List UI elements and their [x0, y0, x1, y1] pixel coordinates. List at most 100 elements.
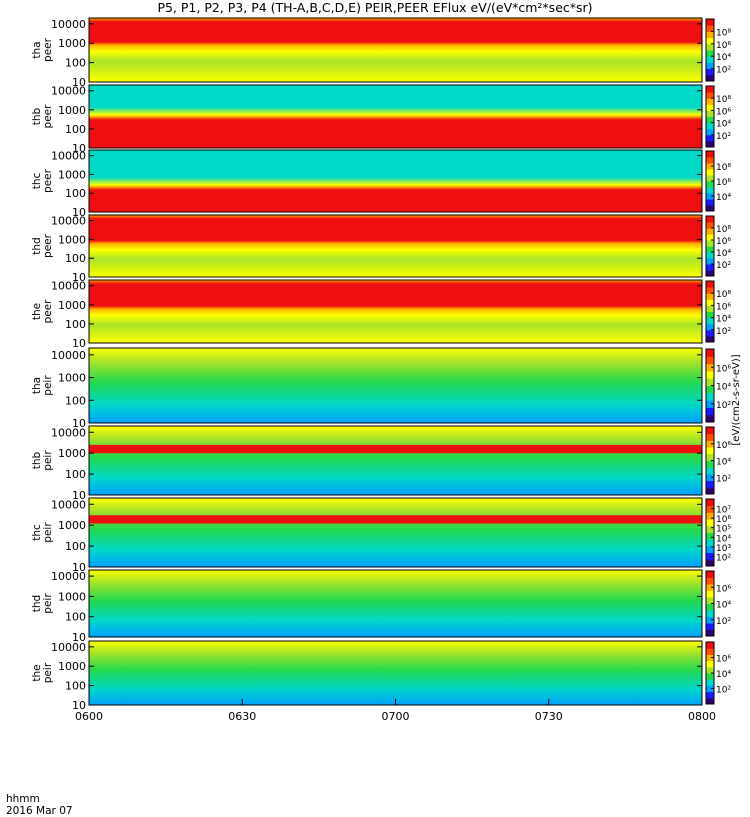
colorbar-segment [706, 584, 714, 591]
y-tick-label: 100 [65, 252, 86, 265]
y-tick-label: 1000 [58, 660, 86, 673]
colorbar-segment [706, 487, 714, 495]
colorbar-segment [706, 264, 714, 271]
colorbar-segment [706, 252, 714, 259]
colorbar-segment [706, 157, 714, 164]
y-tick-label: 10 [72, 271, 86, 284]
colorbar-segment [706, 104, 714, 111]
colorbar-segment [706, 453, 714, 461]
spectrogram-the-peir [89, 641, 702, 705]
colorbar-segment [706, 311, 714, 319]
y-tick-label: 10 [72, 417, 86, 430]
colorbar-segment [706, 281, 714, 288]
x-tick-label: 0700 [382, 710, 410, 723]
y-tick-label: 1000 [58, 104, 86, 117]
colorbar-segment [706, 532, 714, 540]
colorbar-segment [706, 43, 714, 51]
colorbar-segment [706, 140, 714, 148]
colorbar-segment [706, 234, 714, 241]
colorbar-segment [706, 258, 714, 265]
colorbar-segment [706, 305, 714, 312]
colorbar-segment [706, 181, 714, 188]
colorbar-segment [706, 317, 714, 325]
colorbar-tick-label: 10⁶ [716, 364, 731, 374]
colorbar-segment [706, 654, 714, 662]
panel-tha-peer: 10 100 1000 10000 tha peer 10² 10⁴ 10⁶ 10⁸ [31, 17, 731, 89]
colorbar-segment [706, 293, 714, 300]
panel-frame [88, 84, 703, 149]
spectrogram-tha-peir [89, 348, 702, 423]
colorbar-segment [706, 629, 714, 637]
colorbar-segment [706, 685, 714, 693]
colorbar-tick-label: 10⁴ [716, 53, 731, 63]
colorbar-tick-label: 10³ [716, 544, 731, 554]
panel-thb-peir: 10 100 1000 10000 thb peir 10² 10⁴ 10⁶ [31, 425, 731, 502]
colorbar-tick-label: 10⁴ [716, 249, 731, 259]
colorbar-segment [706, 512, 714, 520]
colorbar-segment [706, 363, 714, 372]
colorbar-segment [706, 86, 714, 93]
colorbar-segment [706, 603, 714, 611]
panel-frame [88, 569, 703, 638]
panel-label: peir [42, 522, 54, 543]
colorbar-tick-label: 10² [716, 66, 731, 76]
colorbar-segment [706, 679, 714, 686]
colorbar-segment [706, 691, 714, 699]
colorbar-segment [706, 175, 714, 182]
colorbar-segment [706, 666, 714, 674]
panel-label: peer [42, 104, 54, 129]
colorbar-segment [706, 246, 714, 253]
colorbar-segment [706, 552, 714, 560]
colorbar-segment [706, 519, 714, 527]
y-tick-label: 100 [65, 540, 86, 553]
panel-label: peir [42, 662, 54, 683]
colorbar-tick-label: 10² [716, 553, 731, 563]
colorbar-segment [706, 385, 714, 394]
panel-label: thc [31, 524, 43, 541]
colorbar-segment [706, 480, 714, 488]
x-tick-label: 0600 [75, 710, 103, 723]
y-tick-label: 100 [65, 468, 86, 481]
panel-frame [88, 347, 703, 424]
colorbar-tick-label: 10² [716, 327, 731, 337]
y-tick-label: 1000 [58, 168, 86, 181]
colorbar-segment [706, 151, 714, 158]
spectrogram-thc-peir [89, 498, 702, 567]
panel-label: tha [31, 41, 43, 58]
spectrogram-thd-peir [89, 570, 702, 637]
colorbar-segment [706, 539, 714, 547]
colorbar-segment [706, 648, 714, 655]
y-tick-label: 100 [65, 611, 86, 624]
panel-thb-peer: 10 100 1000 10000 thb peer 10² 10⁴ 10⁶ 10⁸ [31, 84, 731, 155]
y-tick-label: 10000 [51, 280, 86, 293]
panel-label: the [31, 303, 43, 320]
spectrogram-thc-peer [89, 150, 702, 212]
panel-frame [88, 279, 703, 344]
y-tick-label: 100 [65, 318, 86, 331]
colorbar-tick-label: 10² [716, 474, 731, 484]
colorbar-segment [706, 62, 714, 70]
colorbar-segment [706, 228, 714, 235]
colorbar-tick-label: 10⁶ [716, 515, 731, 525]
colorbar-segment [706, 187, 714, 194]
colorbar-segment [706, 216, 714, 223]
colorbar-tick-label: 10⁷ [716, 506, 731, 516]
colorbar-tick-label: 10² [716, 401, 731, 411]
y-tick-label: 1000 [58, 37, 86, 50]
colorbar-tick-label: 10² [716, 261, 731, 271]
colorbar-tick-label: 10⁴ [716, 383, 731, 393]
colorbar-segment [706, 323, 714, 331]
colorbar-segment [706, 199, 714, 206]
colorbar-segment [706, 287, 714, 294]
colorbar-segment [706, 440, 714, 448]
x-tick-label: 0730 [535, 710, 563, 723]
colorbar-segment [706, 660, 714, 668]
colorbar-segment [706, 329, 714, 337]
colorbar-frame [705, 85, 715, 148]
panel-the-peir: 10 100 1000 10000 the peir 10² 10⁴ 10⁶ [31, 640, 731, 712]
colorbar-segment [706, 299, 714, 306]
colorbar-segment [706, 98, 714, 105]
panel-frame [88, 17, 703, 83]
colorbar-tick-label: 10² [716, 132, 731, 142]
